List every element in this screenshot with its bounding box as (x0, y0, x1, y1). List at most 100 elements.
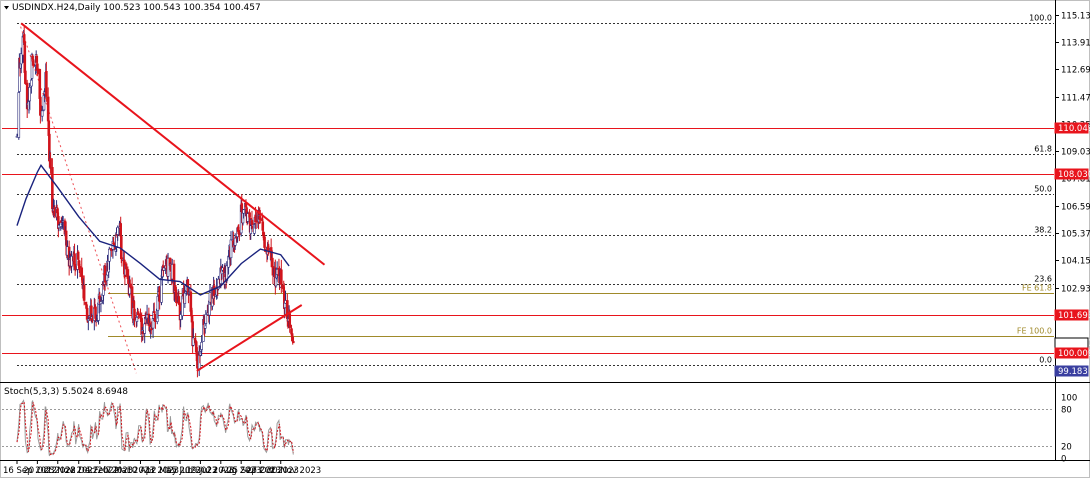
time-axis-label: 27 Oct 2023 (246, 466, 299, 476)
candle (263, 232, 266, 252)
time-axis-label: 19 Jul 2023 (186, 466, 234, 476)
trendlines[interactable] (20, 22, 326, 374)
candle-body (70, 255, 73, 267)
candle-body (172, 263, 176, 294)
fibo-level-label: 0.0 (1039, 356, 1052, 365)
candle-body (85, 304, 88, 309)
price-tag-box (1054, 365, 1089, 377)
candle (120, 253, 124, 267)
candle (30, 78, 33, 94)
price-tag-label: 100.009 (1058, 349, 1090, 359)
candle-body (124, 263, 128, 270)
candle (28, 82, 31, 110)
candle-body (166, 257, 170, 277)
fibonacci-retracement: 100.0 61.8 50.0 38.2 23.6 0.0 (17, 14, 1054, 366)
candle-body (280, 269, 283, 285)
candle-body (28, 87, 31, 102)
horizontal-levels[interactable] (2, 128, 1054, 354)
indicator-info: Stoch(5,3,3) 5.5024 8.6948 (4, 387, 128, 397)
candle-body (160, 277, 163, 303)
candle (249, 224, 253, 240)
candle-body (116, 227, 119, 235)
fibonacci-expansion: FE 61.8 FE 100.0 (108, 284, 1054, 337)
candle-body (35, 55, 39, 63)
candle-body (42, 95, 46, 111)
price-tag-label: 108.030 (1058, 170, 1090, 180)
time-axis-label: 16 Sep 2022 (3, 466, 57, 476)
candle-body (259, 217, 262, 221)
candle-body (45, 71, 48, 97)
candle-body (288, 313, 292, 328)
price-axis-label: 105.370 (1061, 230, 1090, 240)
candle-body (23, 41, 27, 73)
candle-body (25, 82, 29, 110)
price-axis[interactable]: 115.130113.910112.690111.470110.250109.0… (1055, 12, 1090, 295)
stoch-axis-label: 100 (1061, 394, 1077, 404)
candle-body (229, 239, 233, 259)
stoch-axis-label: 80 (1061, 406, 1072, 416)
dropdown-triangle-icon[interactable] (4, 6, 9, 10)
candle-body (82, 285, 86, 301)
candle (116, 225, 119, 241)
candle (73, 243, 76, 269)
candle-body (40, 110, 44, 117)
candle-body (292, 341, 295, 344)
candle (25, 79, 29, 119)
candle-body (156, 295, 160, 311)
candle-body (212, 285, 216, 296)
candle (78, 260, 82, 278)
candle (179, 310, 182, 328)
time-axis-label: 7 Mar 2023 (106, 466, 154, 476)
price-axis-label: 112.690 (1061, 66, 1090, 76)
price-pane[interactable]: 100.0 61.8 50.0 38.2 23.6 0.0 FE 61.8 FE 100.0 (2, 14, 1054, 378)
candle (217, 275, 220, 291)
stochastic-pane[interactable] (2, 399, 1054, 457)
candle (103, 262, 107, 291)
fibo-level-label: 38.2 (1034, 226, 1052, 235)
candle-body (30, 79, 33, 87)
candle-body (233, 237, 237, 246)
time-axis-label: 22 Aug 2023 (207, 466, 261, 476)
time-axis-label: 10 Apr 2023 (126, 466, 179, 476)
candle-body (246, 213, 250, 222)
candle-body (24, 70, 27, 84)
candle-body (95, 320, 99, 323)
trendline[interactable] (20, 22, 326, 266)
candle (76, 250, 80, 260)
candle-body (119, 223, 122, 237)
price-tag-label: 99.183 (1058, 367, 1088, 377)
candle-body (250, 220, 254, 225)
candle (82, 275, 86, 306)
time-axis-label: 15 Jun 2023 (166, 466, 217, 476)
stoch-levels (2, 409, 1054, 447)
candle (108, 246, 111, 270)
symbol-info: USDINDX.H24,Daily 100.523 100.543 100.35… (12, 3, 261, 13)
price-axis-label: 102.930 (1061, 285, 1090, 295)
candle-body (128, 283, 132, 288)
price-tag-label: 110.049 (1058, 124, 1090, 134)
candle-body (191, 337, 195, 346)
candle (204, 310, 208, 327)
price-axis-label: 111.470 (1061, 94, 1090, 104)
candle-body (254, 220, 258, 223)
candle (200, 335, 203, 356)
fe-level-label: FE 100.0 (1017, 327, 1052, 336)
candle (242, 209, 245, 219)
candle (128, 279, 132, 289)
time-axis-label: 25 Sep 2023 (227, 466, 281, 476)
candle (166, 252, 170, 284)
candle-body (200, 341, 203, 350)
candle (233, 233, 237, 250)
candle-body (19, 53, 23, 65)
candle-body (99, 301, 103, 305)
candle (292, 340, 295, 344)
candle-body (244, 203, 248, 208)
trendline[interactable] (20, 26, 137, 374)
trendline[interactable] (196, 304, 303, 372)
candle-body (120, 257, 124, 260)
candle (70, 250, 73, 274)
stoch-axis-label: 0 (1061, 455, 1066, 465)
